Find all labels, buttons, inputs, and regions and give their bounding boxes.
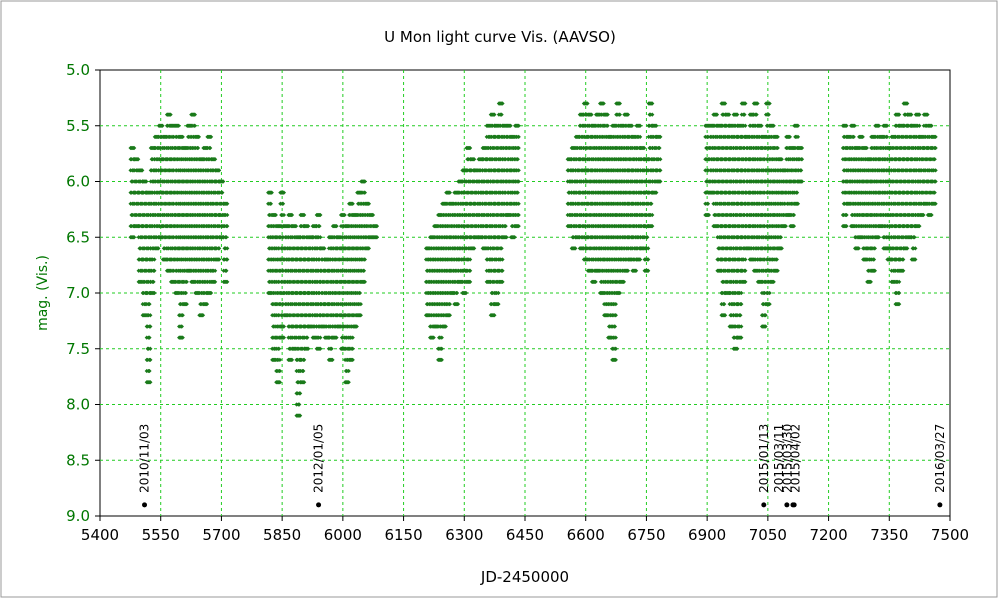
observation-point — [171, 168, 176, 173]
observation-point — [148, 324, 153, 329]
observation-point — [180, 335, 185, 340]
chart-title: U Mon light curve Vis. (AAVSO) — [384, 28, 616, 46]
observation-point — [171, 134, 176, 140]
observation-point — [144, 179, 149, 184]
observation-point — [147, 335, 152, 340]
observation-point — [148, 346, 153, 351]
observation-point — [140, 168, 145, 173]
observation-point — [152, 268, 157, 273]
observation-point — [152, 290, 157, 296]
observation-point — [148, 313, 153, 318]
observation-point — [151, 279, 156, 284]
observation-point — [180, 313, 185, 318]
observation-point — [147, 302, 152, 307]
observation-point — [184, 302, 189, 307]
observation-point — [192, 123, 197, 128]
observation-point — [171, 201, 176, 206]
observation-point — [148, 380, 153, 385]
observation-point — [171, 268, 176, 273]
observation-point — [156, 246, 161, 251]
observation-point — [171, 235, 176, 240]
observation-point — [160, 123, 165, 128]
observation-point — [183, 290, 189, 296]
observation-point — [192, 112, 197, 117]
observation-point — [136, 157, 141, 162]
observation-point — [132, 235, 137, 240]
observation-point — [148, 357, 153, 363]
observation-point — [168, 112, 173, 117]
observation-point — [152, 257, 157, 262]
observation-point — [176, 123, 181, 128]
observation-points — [128, 101, 938, 418]
observation-point — [132, 145, 137, 151]
observation-point — [179, 324, 184, 329]
observation-point — [180, 134, 185, 140]
observation-point — [184, 279, 189, 284]
observation-point — [147, 368, 152, 374]
